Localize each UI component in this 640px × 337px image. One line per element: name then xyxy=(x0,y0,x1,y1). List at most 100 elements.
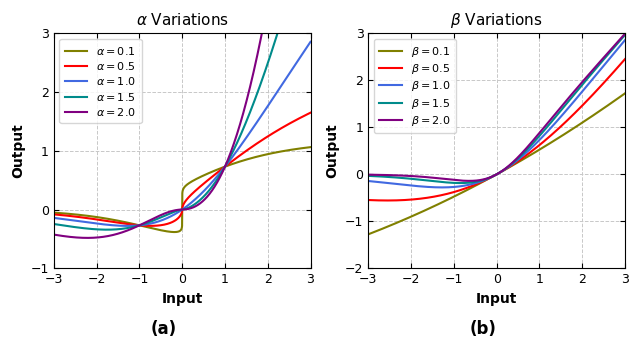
Line: $\alpha = 0.5$: $\alpha = 0.5$ xyxy=(54,113,310,226)
$\beta = 1.0$ xyxy=(621,38,628,42)
Line: $\beta = 0.5$: $\beta = 0.5$ xyxy=(369,59,625,201)
$\alpha = 0.5$ xyxy=(147,224,154,228)
Line: $\beta = 1.0$: $\beta = 1.0$ xyxy=(369,40,625,187)
$\beta = 0.5$ xyxy=(383,198,391,203)
Text: (b): (b) xyxy=(470,319,497,337)
$\beta = 1.0$ xyxy=(378,180,386,184)
$\alpha = 0.5$ xyxy=(204,178,212,182)
$\beta = 1.5$ xyxy=(519,152,527,156)
$\beta = 2.0$ xyxy=(365,173,372,177)
$\beta = 1.0$ xyxy=(387,181,395,185)
$\beta = 0.5$ xyxy=(387,198,395,203)
$\beta = 2.0$ xyxy=(576,83,584,87)
$\beta = 0.5$ xyxy=(460,187,468,191)
$\beta = 1.5$ xyxy=(456,181,464,185)
$\alpha = 0.1$ xyxy=(204,171,212,175)
Title: $\beta$ Variations: $\beta$ Variations xyxy=(451,11,543,30)
$\alpha = 1.5$ xyxy=(64,224,72,228)
$\beta = 0.1$ xyxy=(365,232,372,236)
Text: (a): (a) xyxy=(150,319,176,337)
$\beta = 0.5$ xyxy=(378,198,386,203)
$\alpha = 2.0$ xyxy=(73,236,81,240)
$\alpha = 1.0$ xyxy=(56,217,63,221)
$\beta = 2.0$ xyxy=(387,173,395,177)
$\alpha = 1.5$ xyxy=(50,222,58,226)
$\alpha = 0.5$ xyxy=(145,224,153,228)
$\alpha = 2.0$ xyxy=(64,235,72,239)
$\beta = 2.0$ xyxy=(519,150,527,154)
$\beta = 0.1$ xyxy=(378,227,386,231)
$\alpha = 1.0$ xyxy=(145,222,153,226)
X-axis label: Input: Input xyxy=(161,292,203,306)
$\beta = 1.5$ xyxy=(576,86,584,90)
$\alpha = 1.5$ xyxy=(261,69,269,73)
$\beta = 0.5$ xyxy=(371,198,378,202)
$\beta = 1.5$ xyxy=(621,33,628,37)
$\beta = 1.0$ xyxy=(460,184,468,188)
$\alpha = 1.0$ xyxy=(307,40,314,44)
$\alpha = 1.5$ xyxy=(73,225,81,229)
$\alpha = 1.5$ xyxy=(103,228,111,232)
$\alpha = 0.5$ xyxy=(56,213,63,217)
Legend: $\alpha = 0.1$, $\alpha = 0.5$, $\alpha = 1.0$, $\alpha = 1.5$, $\alpha = 2.0$: $\alpha = 0.1$, $\alpha = 0.5$, $\alpha … xyxy=(60,39,141,123)
$\alpha = 1.0$ xyxy=(64,218,72,222)
$\alpha = 1.0$ xyxy=(204,184,212,188)
$\alpha = 0.1$ xyxy=(64,212,72,216)
$\alpha = 0.1$ xyxy=(170,230,178,234)
$\alpha = 0.5$ xyxy=(261,136,269,140)
$\beta = 1.0$ xyxy=(438,185,446,189)
Line: $\beta = 1.5$: $\beta = 1.5$ xyxy=(369,35,625,183)
$\alpha = 0.1$ xyxy=(307,145,314,149)
$\beta = 0.5$ xyxy=(576,106,584,110)
$\beta = 1.5$ xyxy=(365,174,372,178)
$\alpha = 0.5$ xyxy=(73,215,81,219)
$\alpha = 0.1$ xyxy=(50,211,58,215)
$\beta = 1.0$ xyxy=(519,154,527,158)
Line: $\alpha = 2.0$: $\alpha = 2.0$ xyxy=(54,0,310,238)
Line: $\alpha = 0.1$: $\alpha = 0.1$ xyxy=(54,147,310,232)
$\beta = 1.5$ xyxy=(378,175,386,179)
$\alpha = 1.5$ xyxy=(56,223,63,227)
$\beta = 0.5$ xyxy=(519,156,527,160)
$\beta = 1.5$ xyxy=(371,174,378,178)
X-axis label: Input: Input xyxy=(476,292,517,306)
$\beta = 2.0$ xyxy=(378,173,386,177)
$\alpha = 1.5$ xyxy=(204,189,212,193)
$\beta = 0.1$ xyxy=(621,91,628,95)
$\beta = 0.1$ xyxy=(519,158,527,162)
Line: $\alpha = 1.5$: $\alpha = 1.5$ xyxy=(54,0,310,230)
$\alpha = 1.0$ xyxy=(50,216,58,220)
$\beta = 0.1$ xyxy=(576,122,584,126)
$\alpha = 2.0$ xyxy=(261,14,269,18)
$\alpha = 2.0$ xyxy=(56,234,63,238)
$\beta = 1.0$ xyxy=(371,180,378,184)
$\beta = 0.1$ xyxy=(460,190,467,194)
$\alpha = 0.1$ xyxy=(145,225,153,229)
$\alpha = 1.0$ xyxy=(124,224,131,228)
$\beta = 0.1$ xyxy=(387,223,395,227)
Line: $\beta = 2.0$: $\beta = 2.0$ xyxy=(369,34,625,181)
$\beta = 1.0$ xyxy=(365,179,372,183)
$\alpha = 2.0$ xyxy=(204,193,212,197)
$\beta = 0.5$ xyxy=(621,57,628,61)
$\alpha = 2.0$ xyxy=(145,218,153,222)
$\alpha = 0.5$ xyxy=(307,111,314,115)
$\beta = 1.5$ xyxy=(460,181,468,185)
$\alpha = 0.1$ xyxy=(56,211,63,215)
Line: $\beta = 0.1$: $\beta = 0.1$ xyxy=(369,93,625,234)
$\beta = 0.1$ xyxy=(371,230,378,234)
$\beta = 1.5$ xyxy=(387,175,395,179)
$\beta = 2.0$ xyxy=(465,179,473,183)
Legend: $\beta = 0.1$, $\beta = 0.5$, $\beta = 1.0$, $\beta = 1.5$, $\beta = 2.0$: $\beta = 0.1$, $\beta = 0.5$, $\beta = 1… xyxy=(374,39,456,133)
$\alpha = 0.5$ xyxy=(64,214,72,218)
$\alpha = 1.0$ xyxy=(73,219,81,223)
$\alpha = 2.0$ xyxy=(50,233,58,237)
$\alpha = 2.0$ xyxy=(84,236,92,240)
Y-axis label: Output: Output xyxy=(11,123,25,178)
$\beta = 1.0$ xyxy=(576,93,584,97)
$\alpha = 1.5$ xyxy=(145,220,153,224)
$\beta = 2.0$ xyxy=(621,32,628,36)
$\alpha = 1.0$ xyxy=(261,108,269,112)
Y-axis label: Output: Output xyxy=(326,123,340,178)
$\beta = 2.0$ xyxy=(371,173,378,177)
